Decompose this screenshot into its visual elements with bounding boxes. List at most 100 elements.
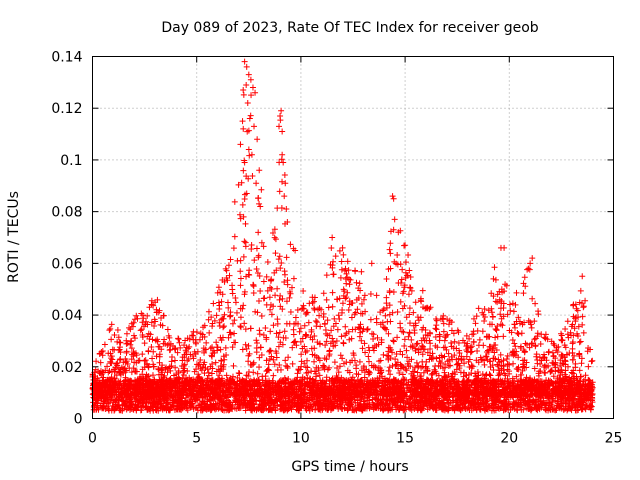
- data-point: [390, 338, 397, 345]
- data-point: [301, 360, 308, 367]
- data-point: [258, 352, 265, 359]
- data-point: [308, 326, 315, 333]
- data-point: [406, 284, 413, 291]
- data-point: [226, 403, 233, 410]
- data-point: [509, 300, 516, 307]
- data-point: [131, 316, 138, 323]
- data-point: [379, 396, 386, 403]
- data-point: [414, 369, 421, 376]
- data-point: [282, 357, 289, 364]
- data-point: [106, 327, 113, 334]
- data-point: [236, 401, 243, 408]
- data-point: [375, 396, 382, 403]
- data-point: [368, 384, 375, 391]
- data-point: [366, 358, 373, 365]
- data-point: [433, 316, 440, 323]
- data-point: [338, 258, 345, 265]
- data-point: [523, 405, 530, 412]
- data-point: [472, 320, 479, 327]
- data-point: [406, 305, 413, 312]
- data-point: [358, 300, 365, 307]
- data-point: [577, 338, 584, 345]
- data-point: [269, 407, 276, 414]
- data-point: [379, 307, 386, 314]
- data-point: [554, 348, 561, 355]
- data-point: [255, 297, 262, 304]
- data-point: [528, 407, 535, 414]
- data-point: [306, 397, 313, 404]
- data-point: [569, 403, 576, 410]
- data-point: [164, 404, 171, 411]
- data-point: [231, 317, 238, 324]
- data-point: [575, 323, 582, 330]
- data-point: [514, 407, 521, 414]
- data-point: [394, 251, 401, 258]
- data-point: [582, 372, 589, 379]
- data-point: [234, 398, 241, 405]
- data-point: [358, 376, 365, 383]
- data-point: [176, 339, 183, 346]
- data-point: [259, 407, 266, 414]
- data-point: [491, 401, 498, 408]
- data-point: [281, 328, 288, 335]
- data-point: [386, 364, 393, 371]
- data-point: [467, 344, 474, 351]
- data-point: [575, 406, 582, 413]
- data-point: [112, 379, 119, 386]
- data-point: [242, 379, 249, 386]
- data-point: [278, 379, 285, 386]
- data-point: [356, 280, 363, 287]
- data-point: [173, 406, 180, 413]
- data-point: [382, 400, 389, 407]
- data-point: [579, 396, 586, 402]
- data-point: [128, 401, 135, 408]
- data-point: [222, 390, 229, 397]
- data-point: [104, 363, 111, 370]
- data-point: [277, 403, 284, 410]
- data-point: [588, 358, 595, 365]
- data-point: [510, 308, 517, 315]
- data-point: [108, 374, 115, 381]
- data-point: [392, 383, 399, 390]
- data-point: [339, 306, 346, 313]
- data-point: [582, 297, 589, 304]
- data-point: [206, 396, 213, 403]
- data-point: [276, 361, 283, 368]
- data-point: [149, 355, 156, 362]
- data-point: [277, 406, 284, 413]
- data-point: [406, 404, 413, 411]
- data-point: [498, 379, 505, 386]
- data-point: [161, 404, 168, 411]
- data-point: [154, 338, 161, 345]
- data-point: [509, 337, 516, 344]
- chart-title: Day 089 of 2023, Rate Of TEC Index for r…: [161, 20, 538, 36]
- data-point: [295, 367, 302, 374]
- data-point: [246, 404, 253, 411]
- data-point: [288, 284, 295, 291]
- data-point: [242, 220, 249, 227]
- data-point: [521, 397, 528, 404]
- data-point: [302, 349, 309, 356]
- data-point: [182, 337, 189, 344]
- data-point: [166, 407, 173, 414]
- data-point: [183, 402, 190, 409]
- data-point: [510, 360, 517, 367]
- data-point: [239, 376, 246, 383]
- data-point: [223, 372, 230, 379]
- data-point: [408, 287, 415, 294]
- data-point: [556, 405, 563, 412]
- data-point: [181, 361, 188, 368]
- data-point: [500, 333, 507, 340]
- data-point: [115, 402, 122, 409]
- data-point: [522, 400, 529, 407]
- data-point: [272, 250, 279, 257]
- data-point: [477, 405, 484, 412]
- data-point: [278, 402, 285, 409]
- data-point: [428, 403, 435, 410]
- data-point: [174, 349, 181, 356]
- data-point: [441, 337, 448, 344]
- data-point: [433, 317, 440, 324]
- data-point: [478, 401, 485, 408]
- data-point: [469, 398, 476, 405]
- data-point: [256, 404, 263, 411]
